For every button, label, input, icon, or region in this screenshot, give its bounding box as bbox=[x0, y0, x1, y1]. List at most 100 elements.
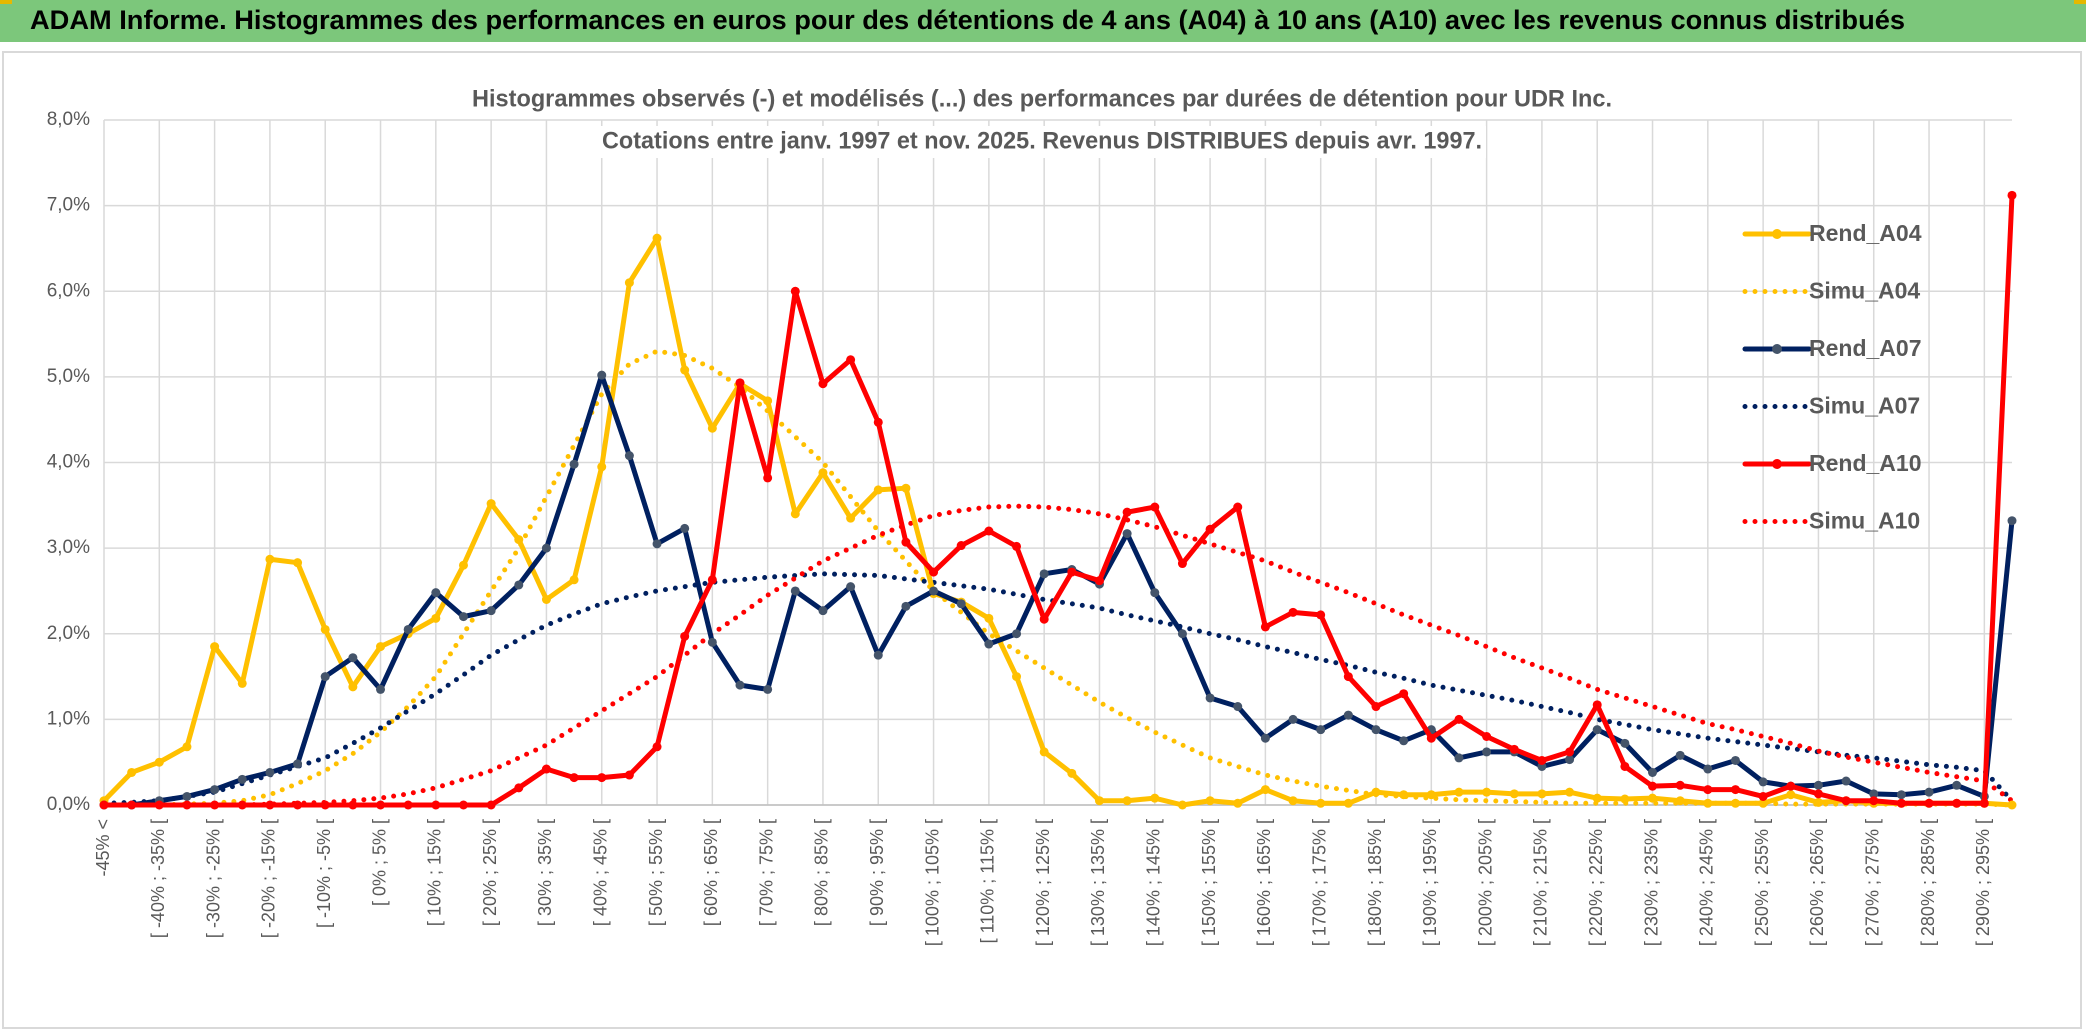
point bbox=[403, 624, 413, 634]
point bbox=[182, 800, 192, 810]
point bbox=[1012, 629, 1022, 639]
point bbox=[210, 642, 220, 652]
point bbox=[1177, 800, 1187, 810]
point bbox=[376, 800, 386, 810]
point bbox=[293, 800, 303, 810]
point bbox=[403, 800, 413, 810]
point bbox=[1150, 502, 1160, 512]
point bbox=[1316, 798, 1326, 808]
point bbox=[790, 286, 800, 296]
point bbox=[127, 767, 137, 777]
point bbox=[1675, 750, 1685, 760]
point bbox=[1122, 796, 1132, 806]
point bbox=[1730, 798, 1740, 808]
point bbox=[1067, 768, 1077, 778]
point bbox=[1371, 725, 1381, 735]
x-tick-label: [ 250% ; 255% [ bbox=[1752, 819, 1772, 946]
point bbox=[541, 543, 551, 553]
x-tick-label: [ 60% ; 65% [ bbox=[701, 819, 721, 926]
point bbox=[1592, 700, 1602, 710]
point bbox=[763, 684, 773, 694]
x-tick-label: [ 110% ; 115% [ bbox=[978, 819, 998, 943]
point bbox=[984, 613, 994, 623]
point bbox=[1067, 567, 1077, 577]
point bbox=[1260, 622, 1270, 632]
point bbox=[376, 642, 386, 652]
x-tick-label: [ 190% ; 195% [ bbox=[1420, 819, 1440, 946]
corner bbox=[0, 0, 12, 4]
point bbox=[1343, 672, 1353, 682]
point bbox=[680, 523, 690, 533]
point bbox=[1233, 798, 1243, 808]
x-tick-label: [ -30% ; -25% [ bbox=[203, 819, 223, 938]
point bbox=[597, 773, 607, 783]
point bbox=[1924, 787, 1934, 797]
x-tick-label: [ 90% ; 95% [ bbox=[867, 819, 887, 926]
point bbox=[569, 575, 579, 585]
x-tick-label: [ 150% ; 155% [ bbox=[1199, 819, 1219, 946]
x-tick-label: [ 120% ; 125% [ bbox=[1033, 819, 1053, 946]
point bbox=[2007, 516, 2017, 526]
point bbox=[1454, 753, 1464, 763]
point bbox=[1952, 798, 1962, 808]
point bbox=[265, 554, 275, 564]
point bbox=[956, 541, 966, 551]
point bbox=[320, 624, 330, 634]
point bbox=[1260, 733, 1270, 743]
point bbox=[486, 606, 496, 616]
point bbox=[1648, 781, 1658, 791]
point bbox=[1924, 798, 1934, 808]
point bbox=[818, 379, 828, 389]
point bbox=[1730, 755, 1740, 765]
point bbox=[597, 462, 607, 472]
point bbox=[929, 567, 939, 577]
point bbox=[1454, 714, 1464, 724]
point bbox=[680, 365, 690, 375]
point bbox=[1094, 576, 1104, 586]
point bbox=[1343, 798, 1353, 808]
series-line bbox=[101, 235, 2015, 808]
point bbox=[1399, 689, 1409, 699]
point bbox=[1399, 736, 1409, 746]
y-tick-label: 1,0% bbox=[47, 708, 90, 729]
x-tick-label: [ 20% ; 25% [ bbox=[480, 819, 500, 926]
point bbox=[458, 800, 468, 810]
point bbox=[2007, 190, 2017, 200]
point bbox=[1205, 524, 1215, 534]
chart-border bbox=[2, 51, 2082, 1029]
point bbox=[790, 586, 800, 596]
point bbox=[1675, 796, 1685, 806]
point bbox=[376, 684, 386, 694]
point bbox=[873, 485, 883, 495]
point bbox=[1896, 790, 1906, 800]
legend-marker bbox=[1772, 344, 1782, 354]
legend-label: Simu_A04 bbox=[1809, 278, 1920, 304]
point bbox=[1592, 725, 1602, 735]
point bbox=[707, 637, 717, 647]
point bbox=[1205, 693, 1215, 703]
point bbox=[1648, 767, 1658, 777]
x-tick-label: [ 240% ; 245% [ bbox=[1697, 819, 1717, 946]
x-tick-label: [ 160% ; 165% [ bbox=[1254, 819, 1274, 946]
legend-label: Rend_A07 bbox=[1809, 335, 1921, 361]
point bbox=[1482, 787, 1492, 797]
point bbox=[2007, 800, 2017, 810]
x-tick-label: [ 180% ; 185% [ bbox=[1365, 819, 1385, 946]
point bbox=[1039, 569, 1049, 579]
point bbox=[458, 560, 468, 570]
point bbox=[1454, 787, 1464, 797]
point bbox=[873, 650, 883, 660]
point bbox=[569, 773, 579, 783]
point bbox=[652, 539, 662, 549]
point bbox=[1260, 785, 1270, 795]
point bbox=[735, 378, 745, 388]
point bbox=[1703, 798, 1713, 808]
chart-title: Histogrammes observés (-) et modélisés (… bbox=[472, 85, 1612, 112]
x-tick-label: [ 140% ; 145% [ bbox=[1144, 819, 1164, 946]
point bbox=[652, 742, 662, 752]
point bbox=[873, 417, 883, 427]
point bbox=[624, 278, 634, 288]
point bbox=[1758, 798, 1768, 808]
y-tick-label: 6,0% bbox=[47, 280, 90, 301]
